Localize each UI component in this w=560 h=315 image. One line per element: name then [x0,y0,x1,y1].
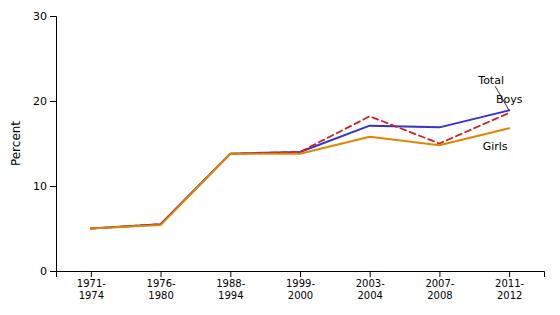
y-tick-mark [50,186,56,187]
x-tick-label-line: 2003- [356,278,385,289]
line-1 [91,113,509,229]
series-label: Boys [496,93,523,106]
x-tick-label-line: 1994 [218,290,243,301]
x-axis: 1971-1974 1976-1980 1988-1994 1999-2000 2003… [57,271,545,301]
x-tick: 2007-2008 [425,271,454,301]
x-tick-label-line: 2007- [425,278,454,289]
x-tick-label-line: 2012 [497,290,522,301]
x-axis-line [57,272,545,278]
y-tick-label: 10 [33,180,47,193]
x-tick-label: 1971-1974 [77,278,106,301]
y-tick-mark [50,16,56,17]
x-tick-label: 2003-2004 [356,278,385,301]
y-tick: 10 [33,180,56,193]
x-tick-mark [509,271,510,277]
chart: 01020301971-19741976-19801988-19941999-2… [0,0,560,315]
y-tick: 30 [33,10,56,23]
x-tick-mark [230,271,231,277]
x-tick-label-line: 1980 [148,290,173,301]
x-tick-label-line: 1971- [77,278,106,289]
x-tick-label: 1976-1980 [147,278,176,301]
series-label: Total [477,74,504,87]
x-tick-mark [439,271,440,277]
x-tick-label-line: 1999- [286,278,315,289]
x-tick-label: 2011-2012 [495,278,524,301]
x-tick: 2011-2012 [495,271,524,301]
x-tick-label: 1999-2000 [286,278,315,301]
x-tick-mark [300,271,301,277]
line-0 [91,110,509,228]
y-axis-title: Percent [9,121,23,166]
y-tick-label: 0 [40,265,47,278]
x-tick-mark [370,271,371,277]
x-tick: 1988-1994 [216,271,245,301]
y-axis: 0 10 20 30 [33,10,57,278]
y-tick-mark [50,271,56,272]
x-tick-label-line: 1976- [147,278,176,289]
x-tick: 1999-2000 [286,271,315,301]
line-2 [91,128,509,228]
x-tick-label-line: 2004 [357,290,382,301]
direct-labels: Total Boys Girls [477,74,522,153]
lines [91,110,509,228]
x-tick: 2003-2004 [356,271,385,301]
y-tick-label: 20 [33,95,47,108]
plot: 01020301971-19741976-19801988-19941999-2… [33,10,545,301]
x-tick-label-line: 1974 [79,290,104,301]
series-label: Girls [483,140,508,153]
x-tick-label: 2007-2008 [425,278,454,301]
x-tick-label-line: 2011- [495,278,524,289]
x-tick-mark [161,271,162,277]
x-tick-label-line: 2008 [427,290,452,301]
y-tick-label: 30 [33,10,47,23]
x-tick: 1971-1974 [77,271,106,301]
y-axis-line [50,17,57,272]
x-tick: 1976-1980 [147,271,176,301]
x-tick-label: 1988-1994 [216,278,245,301]
y-tick: 20 [33,95,56,108]
x-tick-label-line: 2000 [288,290,313,301]
x-tick-label-line: 1988- [216,278,245,289]
x-tick-mark [91,271,92,277]
y-tick: 0 [40,265,56,278]
y-tick-mark [50,101,56,102]
